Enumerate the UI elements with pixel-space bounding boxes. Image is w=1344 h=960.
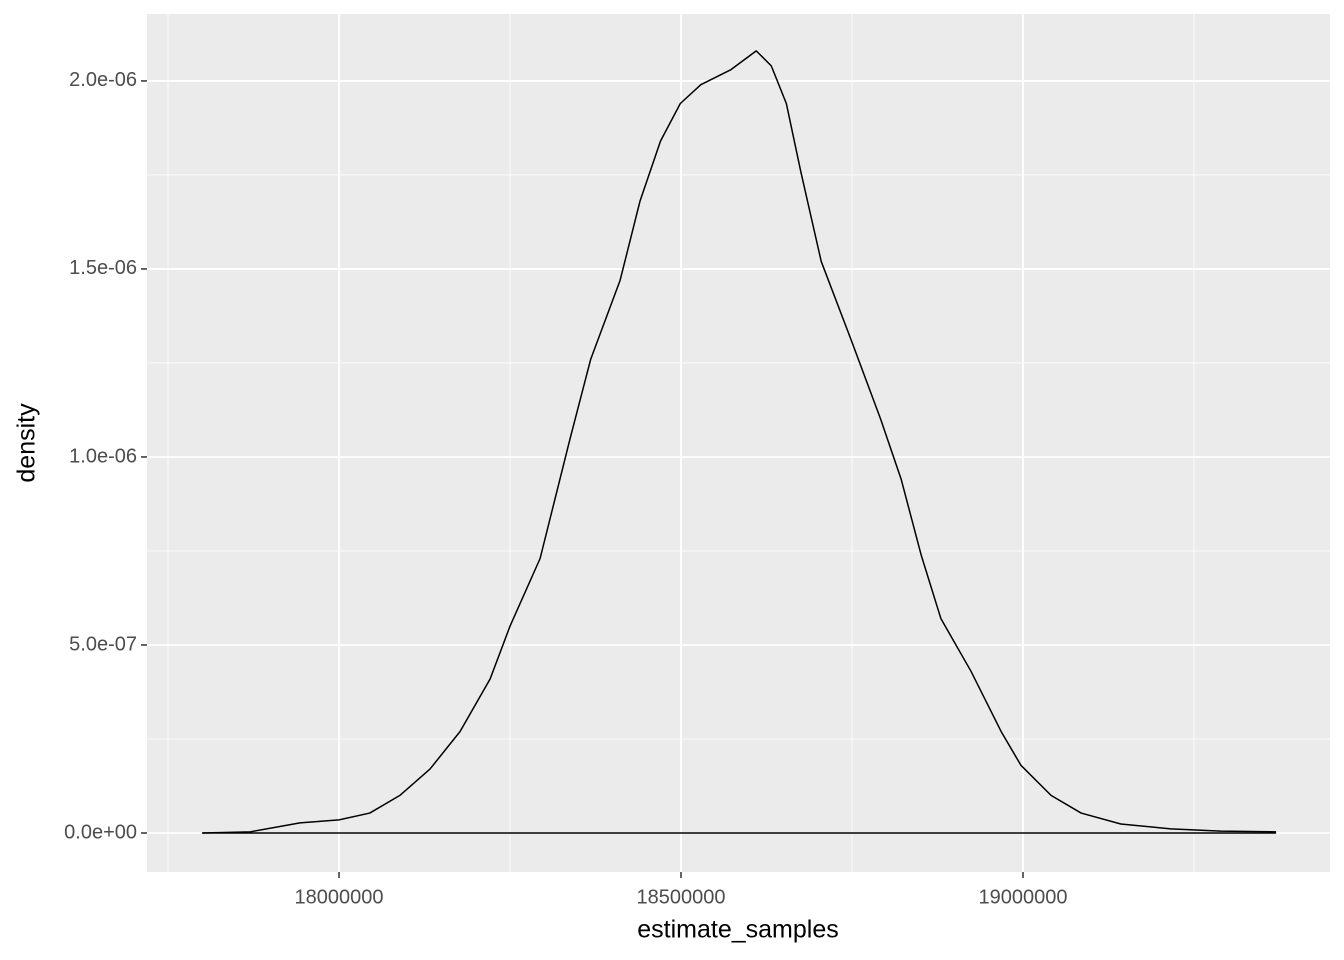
y-axis-title: density [13,403,41,483]
y-tick-label: 5.0e-07 [69,633,137,655]
y-tick-label: 1.0e-06 [69,445,137,467]
x-tick-label: 19000000 [979,886,1068,908]
y-tick-label: 2.0e-06 [69,69,137,91]
x-tick-label: 18500000 [637,886,726,908]
y-tick-label: 1.5e-06 [69,257,137,279]
y-tick-label: 0.0e+00 [64,821,137,843]
panel [147,14,1330,872]
density-curve [202,50,1277,834]
x-tick-label: 18000000 [295,886,384,908]
x-axis-title: estimate_samples [637,916,838,944]
